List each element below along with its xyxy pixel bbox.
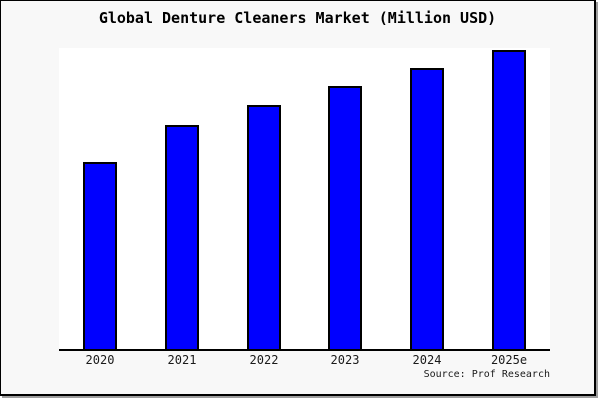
x-tick-2023: 2023: [330, 353, 360, 367]
bar-2020: [83, 162, 117, 349]
bar-2023: [328, 86, 362, 349]
source-note: Source: Prof Research: [423, 369, 550, 380]
bar-2022: [247, 105, 281, 349]
x-tick-2022: 2022: [249, 353, 279, 367]
x-tick-2021: 2021: [167, 353, 197, 367]
chart-title: Global Denture Cleaners Market (Million …: [98, 9, 497, 27]
x-axis-ticks: 2020 2021 2022 2023 2024 2025e: [59, 353, 550, 369]
bar-2024: [410, 68, 444, 349]
x-tick-2020: 2020: [85, 353, 115, 367]
plot-area: [59, 48, 550, 351]
x-tick-2024: 2024: [412, 353, 442, 367]
bar-2025e: [492, 50, 526, 349]
bar-2021: [165, 125, 199, 349]
x-tick-2025e: 2025e: [490, 353, 528, 367]
